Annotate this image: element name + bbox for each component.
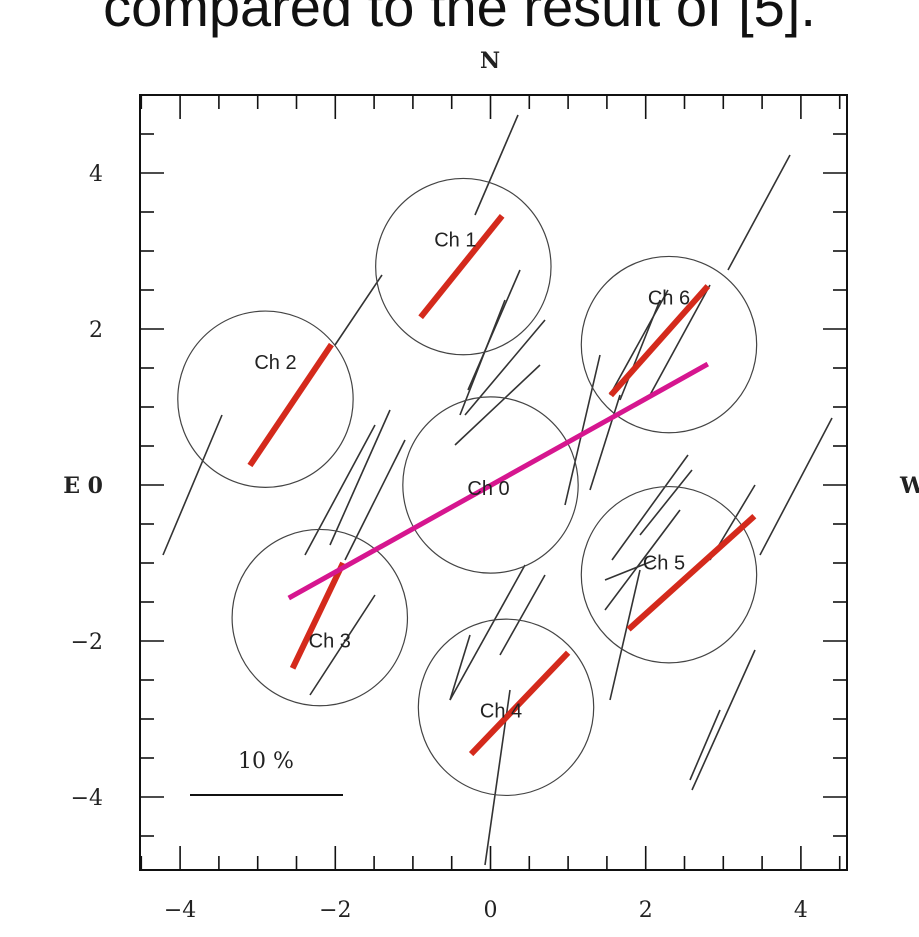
channel-label: Ch 4: [480, 700, 522, 722]
channel-label: Ch 3: [309, 631, 351, 653]
map-vector-segment: [619, 299, 661, 401]
y-tick-label: −2: [71, 630, 103, 655]
map-vector-segment: [649, 284, 711, 396]
map-vector-segment: [459, 299, 506, 416]
map-vector-segment: [604, 559, 656, 581]
beam-circle: [177, 310, 354, 488]
channel-vector: [418, 214, 505, 320]
x-tick-label: 4: [794, 898, 808, 923]
map-vector-segment: [727, 154, 791, 271]
map-vector-segment: [611, 454, 689, 561]
x-tick-label: −4: [164, 898, 196, 923]
map-vector-segment: [162, 414, 223, 556]
x-tick-label: 0: [484, 898, 498, 923]
map-vector-segment: [309, 594, 376, 696]
channel-label: Ch 2: [254, 352, 296, 374]
channel-vector: [608, 284, 711, 398]
y-tick-label: −4: [71, 786, 103, 811]
map-vector-segment: [329, 409, 391, 546]
map-vector-segment: [474, 114, 519, 216]
map-vector-segment: [639, 469, 693, 536]
map-vector-segment: [691, 649, 756, 791]
map-vector-segment: [454, 364, 541, 446]
map-vector-segment: [449, 634, 471, 701]
y-tick-label: 2: [89, 318, 103, 343]
scale-bar-label: 10 %: [238, 749, 294, 774]
channel-label: Ch 6: [648, 288, 690, 310]
channel-label: Ch 5: [643, 553, 685, 575]
map-vector-segment: [589, 394, 621, 491]
map-vector-segment: [499, 574, 546, 656]
north-label: N: [480, 48, 500, 74]
channel-label: Ch 0: [467, 478, 509, 500]
map-vector-segment: [604, 509, 681, 611]
y-tick-label-zero: E 0: [63, 473, 103, 499]
map-vector-segment: [564, 354, 601, 506]
fit-line: [287, 361, 709, 601]
map-vector-segment: [304, 424, 376, 556]
west-label: W: [899, 473, 919, 499]
caption-text: compared to the result of [5].: [103, 0, 816, 38]
map-vector-segment: [609, 569, 641, 701]
map-vector-segment: [609, 289, 669, 396]
beam-circle: [580, 255, 758, 434]
map-vector-segment: [334, 274, 383, 346]
channel-vector: [289, 561, 346, 670]
x-tick-label: 2: [639, 898, 653, 923]
plot-frame: [139, 94, 848, 871]
y-tick-label: 4: [89, 162, 103, 187]
beam-circle: [231, 528, 409, 707]
beam-circle: [375, 177, 552, 356]
x-tick-label: −2: [319, 898, 351, 923]
map-vector-segment: [344, 439, 406, 561]
beam-circle: [402, 396, 579, 574]
beam-circle: [417, 618, 595, 797]
channel-vector: [247, 342, 334, 468]
channel-label: Ch 1: [434, 230, 476, 252]
map-vector-segment: [759, 417, 833, 556]
map-vector-segment: [449, 564, 526, 701]
map-vector-segment: [689, 709, 721, 781]
beam-circle: [580, 485, 758, 664]
map-vector-segment: [464, 319, 546, 416]
channel-vector: [626, 513, 757, 632]
channel-vector: [468, 650, 571, 757]
